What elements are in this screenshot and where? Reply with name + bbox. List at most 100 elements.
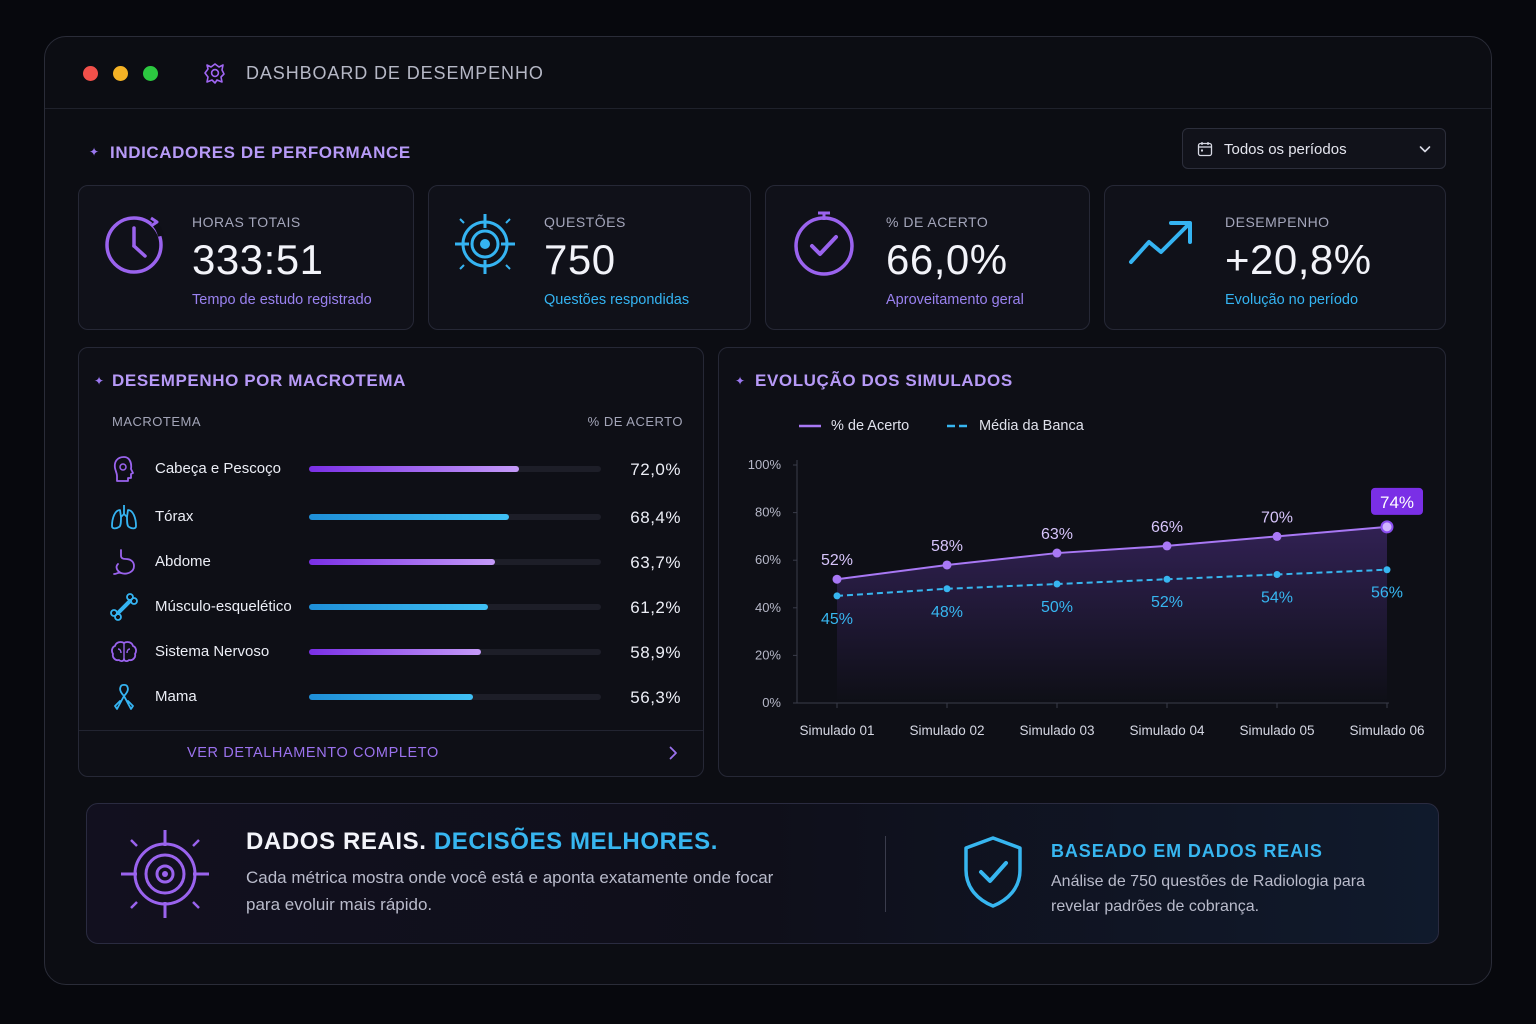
target-icon [455,214,515,274]
progress-fill [309,514,509,520]
series-line-acerto [836,525,1388,581]
progress-track [309,649,601,655]
close-window-button[interactable] [83,66,98,81]
data-point-banca [943,585,951,593]
data-point-banca [1163,575,1171,583]
data-label-banca: 54% [1261,589,1293,606]
x-tick-label: Simulado 03 [1019,723,1094,738]
ribbon-icon [114,683,134,710]
calendar-icon [1197,142,1213,157]
insight-banner: DADOS REAIS. DECISÕES MELHORES. Cada mét… [86,803,1439,944]
macrotema-row: Mama 56,3% [79,678,703,718]
macrotema-name: Sistema Nervoso [155,643,270,660]
legend-item-acerto: % de Acerto [799,418,909,434]
progress-fill [309,649,481,655]
macrotema-name: Cabeça e Pescoço [155,460,281,477]
progress-track [309,694,601,700]
macrotema-value: 58,9% [630,643,681,662]
data-point-banca [833,592,841,600]
macrotema-row: Abdome 63,7% [79,543,703,583]
macrotema-row: Cabeça e Pescoço 72,0% [79,450,703,490]
macrotema-name: Abdome [155,553,211,570]
data-point-acerto [1052,548,1062,558]
banner-right-description: Análise de 750 questões de Radiologia pa… [1051,873,1366,915]
macrotema-value: 68,4% [630,508,681,527]
stomach-icon [113,549,135,575]
macrotema-value: 63,7% [630,553,681,572]
y-tick-label: 20% [755,647,781,662]
section-title-indicators: INDICADORES DE PERFORMANCE [110,143,411,162]
data-label-acerto: 58% [931,538,963,555]
period-select[interactable]: Todos os períodos [1182,128,1446,169]
window-title: DASHBOARD DE DESEMPENHO [246,63,544,83]
legend-label: % de Acerto [831,418,910,434]
data-label-banca: 50% [1041,599,1073,616]
data-point-acerto [942,560,952,570]
data-label-acerto: 66% [1151,519,1183,536]
kpi-subtitle: Aproveitamento geral [886,292,1024,308]
data-label-banca: 52% [1151,594,1183,611]
data-point-acerto [832,574,842,584]
headline-part-1: DADOS REAIS. [246,828,427,855]
sparkle-icon: ✦ [89,145,100,159]
brain-icon [111,641,137,662]
maximize-window-button[interactable] [143,66,158,81]
progress-track [309,604,601,610]
legend-item-banca: Média da Banca [947,418,1084,434]
kpi-label: DESEMPENHO [1225,214,1330,230]
view-details-link[interactable]: VER DETALHAMENTO COMPLETO [79,730,703,776]
check-circle-icon [794,211,854,276]
macrotema-name: Tórax [155,508,194,525]
data-label-banca: 56% [1371,585,1403,602]
trend-up-icon [1129,221,1192,264]
bone-icon [110,593,138,621]
head-icon [113,456,134,482]
progress-fill [309,694,474,700]
x-tick-label: Simulado 06 [1349,723,1424,738]
headline-part-2: DECISÕES MELHORES. [433,828,719,855]
simulados-panel: ✦ EVOLUÇÃO DOS SIMULADOS % de Acerto Méd… [718,347,1446,777]
data-point-banca [1383,566,1391,574]
macrotema-row: Músculo-esquelético 61,2% [79,588,703,628]
macrotema-name: Mama [155,688,197,705]
series-line-banca [836,568,1388,597]
section-title-simulados: EVOLUÇÃO DOS SIMULADOS [755,371,1013,390]
progress-fill [309,559,495,565]
legend-line-solid [799,424,821,428]
kpi-subtitle: Evolução no período [1225,292,1359,308]
banner-headline: DADOS REAIS. DECISÕES MELHORES. [246,828,718,856]
x-tick-label: Simulado 01 [799,723,874,738]
data-point-acerto [1162,541,1172,551]
title-bar: DASHBOARD DE DESEMPENHO [45,37,1491,109]
chevron-down-icon [1419,146,1431,153]
shield-check-icon [964,836,1022,908]
kpi-value: 750 [544,236,616,283]
macrotema-value: 61,2% [630,598,681,617]
data-label-acerto: 52% [821,552,853,569]
kpi-value: 66,0% [886,236,1008,283]
clock-icon [105,216,164,274]
kpi-subtitle: Questões respondidas [544,292,690,308]
banner-description: Cada métrica mostra onde você está e apo… [246,868,774,914]
macrotema-value: 56,3% [630,688,681,707]
kpi-label: QUESTÕES [544,214,626,230]
crosshair-target-icon [121,830,209,918]
period-select-value: Todos os períodos [1224,141,1347,158]
minimize-window-button[interactable] [113,66,128,81]
macrotema-panel: ✦ DESEMPENHO POR MACROTEMA MACROTEMA % D… [78,347,704,777]
app-window: DASHBOARD DE DESEMPENHO ✦ INDICADORES DE… [44,36,1492,985]
y-tick-label: 60% [755,552,781,567]
data-label-banca: 45% [821,611,853,628]
kpi-card-questions: QUESTÕES 750 Questões respondidas [428,185,751,330]
kpi-label: % DE ACERTO [886,214,989,230]
data-point-banca [1273,570,1281,578]
legend-line-dashed [947,424,969,428]
x-tick-label: Simulado 02 [909,723,984,738]
kpi-label: HORAS TOTAIS [192,214,301,230]
y-tick-label: 40% [755,600,781,615]
column-header-macrotema: MACROTEMA [112,414,201,429]
kpi-value: +20,8% [1225,236,1372,283]
view-details-label: VER DETALHAMENTO COMPLETO [187,745,439,761]
macrotema-row: Sistema Nervoso 58,9% [79,633,703,673]
progress-track [309,466,601,472]
